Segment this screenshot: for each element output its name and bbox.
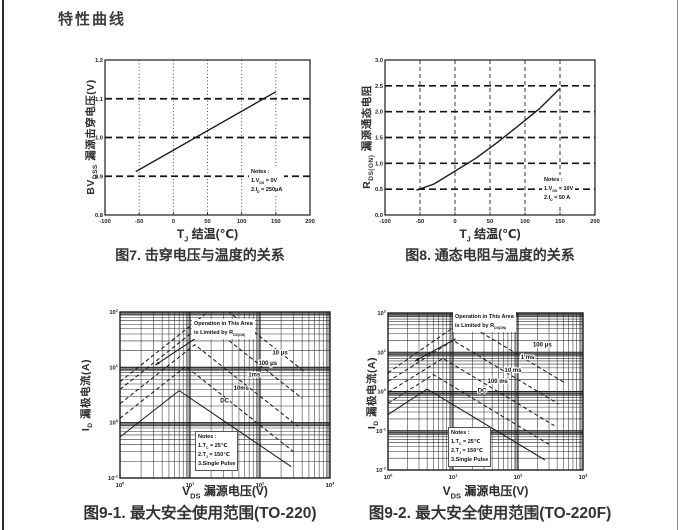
svg-text:-100: -100 bbox=[99, 219, 111, 225]
curve-label: 100 μs bbox=[258, 361, 277, 367]
figure8-y-axis-label: RDS(ON) 漏源通态电阻 bbox=[360, 85, 376, 189]
svg-text:200: 200 bbox=[590, 219, 600, 225]
curve-10ms bbox=[120, 365, 294, 453]
figure8-x-axis-label: TJ 结温(℃) bbox=[459, 227, 521, 244]
svg-text:10-1: 10-1 bbox=[108, 474, 119, 483]
svg-text:0: 0 bbox=[453, 219, 456, 225]
svg-text:102: 102 bbox=[256, 481, 265, 490]
series-Rdson-vs-Tj bbox=[416, 87, 561, 191]
soa-curves bbox=[388, 320, 564, 461]
fig7-notes: Notes :1.VGS = 0V 2.ID = 250μA bbox=[249, 167, 285, 197]
svg-text:200: 200 bbox=[305, 219, 315, 225]
log-grid bbox=[120, 312, 330, 478]
curve-1ms bbox=[120, 344, 299, 427]
fig9-2-annotation: Operation in This Area is Limited by RDS(… bbox=[453, 312, 516, 332]
curve-DC bbox=[388, 388, 546, 461]
svg-text:2.0: 2.0 bbox=[375, 110, 383, 116]
svg-text:101: 101 bbox=[109, 363, 118, 372]
page-title: 特性曲线 bbox=[58, 11, 127, 28]
figure7-x-axis-label: TJ 结温(℃) bbox=[176, 227, 239, 244]
svg-text:102: 102 bbox=[377, 309, 386, 318]
series-BVdss-vs-Tj bbox=[135, 91, 277, 173]
figure9-1-plot: 10 μs 100 μs 1ms 10ms DC 100 101 102 103 102 101 10… bbox=[108, 308, 335, 490]
curve-label: 10 ms bbox=[505, 368, 523, 374]
figure9-2-soa-to220f-chart: 100 μs 1 ms 10 ms 100 ms DC 100 101 102 103 102 10… bbox=[345, 305, 635, 530]
curve-10 μs bbox=[120, 312, 304, 383]
figure9-2-y-axis-label: ID 漏极电流(A) bbox=[365, 356, 381, 430]
curve-label: 1ms bbox=[248, 373, 261, 379]
figure9-1-x-axis-label: VDS 漏源电压(V) bbox=[182, 484, 268, 501]
curve-10 ms bbox=[388, 357, 555, 427]
svg-text:103: 103 bbox=[326, 481, 335, 490]
svg-text:50: 50 bbox=[204, 219, 210, 225]
svg-text:100: 100 bbox=[237, 219, 247, 225]
svg-text:100: 100 bbox=[520, 219, 530, 225]
svg-text:-50: -50 bbox=[135, 219, 143, 225]
page-right-border bbox=[677, 0, 678, 530]
fig9-2-notes: Notes :1.TC = 25℃ 2.TJ = 150℃ 3.Single Pul… bbox=[448, 427, 492, 467]
svg-text:100: 100 bbox=[377, 387, 386, 396]
rdson-limit-arrow bbox=[155, 334, 201, 366]
curve-label: 10ms bbox=[234, 386, 250, 392]
curve-DC bbox=[120, 389, 292, 468]
svg-text:101: 101 bbox=[449, 473, 458, 482]
curve-1 ms bbox=[388, 339, 559, 405]
figure7-breakdown-voltage-chart: -100 -50 0 50 100 150 200 0.8 0.9 1.0 1.1 1.2 BVDSS… bbox=[55, 55, 345, 295]
figure8-on-resistance-chart: -100 -50 0 50 100 150 200 0.0 0.5 1.0 1.5 2.0 2.5 3.0… bbox=[345, 55, 635, 295]
svg-text:0: 0 bbox=[172, 219, 175, 225]
svg-text:1.5: 1.5 bbox=[375, 136, 384, 142]
figure7-plot: -100 -50 0 50 100 150 200 0.8 0.9 1.0 1.1 1.2 bbox=[95, 58, 315, 225]
svg-text:101: 101 bbox=[186, 481, 195, 490]
figure8-caption: 图8. 通态电阻与温度的关系 bbox=[405, 247, 575, 263]
svg-text:0.0: 0.0 bbox=[375, 213, 383, 219]
figure9-1-soa-to220-chart: 10 μs 100 μs 1ms 10ms DC 100 101 102 103 102 101 10… bbox=[55, 305, 345, 530]
rdson-limit-arrow bbox=[414, 338, 456, 362]
svg-text:10-1: 10-1 bbox=[376, 426, 387, 435]
soa-curves bbox=[120, 312, 304, 468]
figure7-y-axis-label: BVDSS 漏源击穿电压(V) bbox=[84, 79, 100, 195]
page-left-border bbox=[2, 0, 4, 530]
svg-text:102: 102 bbox=[109, 308, 118, 317]
svg-text:1.0: 1.0 bbox=[375, 161, 383, 167]
svg-text:0.9: 0.9 bbox=[95, 174, 104, 180]
svg-text:-50: -50 bbox=[416, 219, 424, 225]
fig9-1-notes: Notes :1.TC = 25℃ 2.TJ = 150℃ 3.Single Pul… bbox=[195, 431, 239, 471]
curve-100 μs bbox=[388, 320, 564, 383]
svg-text:150: 150 bbox=[555, 219, 565, 225]
svg-text:100: 100 bbox=[116, 481, 125, 490]
svg-text:150: 150 bbox=[271, 219, 281, 225]
fig9-1-annotation: Operation in This Area is Limited by RDS(… bbox=[192, 319, 255, 339]
fig8-notes: Notes :1.VGS = 10V 2.ID = 50 A bbox=[542, 175, 576, 205]
svg-text:3.0: 3.0 bbox=[375, 58, 383, 64]
svg-text:103: 103 bbox=[579, 473, 588, 482]
curve-label: DC bbox=[220, 399, 229, 405]
curve-label: 100 μs bbox=[533, 343, 552, 349]
svg-text:1.2: 1.2 bbox=[95, 58, 103, 64]
figure9-2-x-axis-label: VDS 漏源电压(V) bbox=[442, 484, 529, 501]
svg-text:100: 100 bbox=[384, 473, 393, 482]
svg-text:-100: -100 bbox=[379, 219, 391, 225]
svg-text:10-2: 10-2 bbox=[376, 466, 387, 475]
svg-text:1.1: 1.1 bbox=[95, 97, 104, 103]
figure9-2-caption: 图9-2. 最大安全使用范围(TO-220F) bbox=[368, 505, 612, 522]
svg-text:0.5: 0.5 bbox=[375, 187, 384, 193]
svg-text:50: 50 bbox=[487, 219, 493, 225]
svg-text:102: 102 bbox=[514, 473, 523, 482]
figure9-1-caption: 图9-1. 最大安全使用范围(TO-220) bbox=[83, 505, 317, 522]
curve-label: 100 ms bbox=[488, 379, 509, 385]
curve-label: 1 ms bbox=[521, 355, 535, 361]
figure9-1-y-axis-label: ID 漏极电流(A) bbox=[79, 358, 95, 432]
curve-label: DC bbox=[478, 388, 487, 394]
curve-100 ms bbox=[388, 373, 552, 446]
svg-text:100: 100 bbox=[109, 418, 118, 427]
curve-label: 10 μs bbox=[272, 351, 288, 357]
svg-text:2.5: 2.5 bbox=[375, 84, 384, 90]
svg-text:1.0: 1.0 bbox=[95, 136, 103, 142]
figure7-caption: 图7. 击穿电压与温度的关系 bbox=[115, 247, 285, 263]
svg-text:101: 101 bbox=[377, 348, 386, 357]
svg-text:0.8: 0.8 bbox=[95, 213, 104, 219]
